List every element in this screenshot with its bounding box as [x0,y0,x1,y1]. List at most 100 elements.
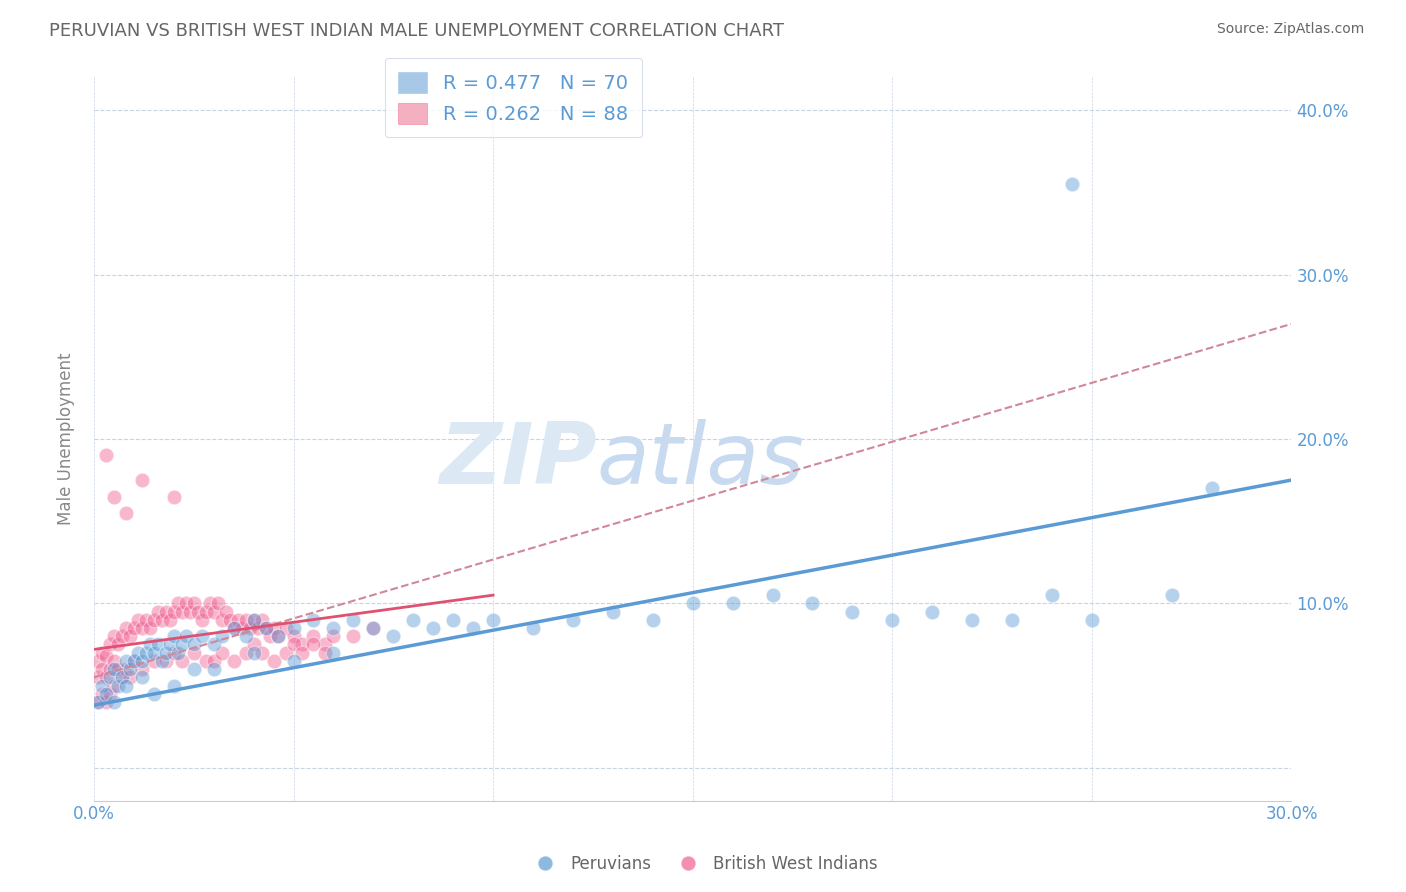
Point [170,654,193,668]
Point [131,621,153,635]
Point [127,613,149,627]
Point [250,646,273,660]
Point [211,629,233,643]
Point [322,629,344,643]
Point [761,588,783,602]
Point [183,637,205,651]
Point [142,646,165,660]
Point [163,629,186,643]
Point [131,473,153,487]
Point [226,613,249,627]
Point [135,646,157,660]
Point [115,654,138,668]
Point [131,670,153,684]
Point [139,637,162,651]
Point [441,613,464,627]
Point [187,605,209,619]
Point [290,637,312,651]
Point [202,605,225,619]
Point [322,646,344,660]
Point [170,637,193,651]
Point [235,629,257,643]
Point [721,596,744,610]
Point [90,679,112,693]
Point [111,670,134,684]
Point [115,662,138,676]
Point [166,646,188,660]
Point [960,613,983,627]
Point [222,621,245,635]
Point [342,613,364,627]
Point [107,637,129,651]
Point [561,613,583,627]
Point [1081,613,1104,627]
Point [163,490,186,504]
Point [202,637,225,651]
Point [1201,481,1223,495]
Point [115,506,138,520]
Point [146,605,169,619]
Point [103,654,125,668]
Point [314,637,336,651]
Point [90,687,112,701]
Point [94,648,117,663]
Point [159,613,181,627]
Point [246,621,269,635]
Point [1060,177,1083,191]
Legend: Peruvians, British West Indians: Peruvians, British West Indians [522,848,884,880]
Point [166,596,188,610]
Point [342,629,364,643]
Point [283,621,305,635]
Point [263,621,285,635]
Point [1001,613,1024,627]
Point [1040,588,1063,602]
Legend: R = 0.477   N = 70, R = 0.262   N = 88: R = 0.477 N = 70, R = 0.262 N = 88 [384,58,641,137]
Point [363,621,385,635]
Point [254,621,277,635]
Point [131,662,153,676]
Point [107,662,129,676]
Point [242,637,264,651]
Point [87,670,110,684]
Point [163,679,186,693]
Point [87,695,110,709]
Point [363,621,385,635]
Point [90,646,112,660]
Point [218,613,240,627]
Point [207,596,229,610]
Point [190,629,212,643]
Point [283,654,305,668]
Point [211,613,233,627]
Point [522,621,544,635]
Point [98,662,121,676]
Point [235,646,257,660]
Point [139,621,162,635]
Point [170,605,193,619]
Point [159,637,181,651]
Point [107,679,129,693]
Point [98,637,121,651]
Point [87,654,110,668]
Point [202,654,225,668]
Point [242,613,264,627]
Point [146,637,169,651]
Point [242,613,264,627]
Point [266,629,288,643]
Point [1160,588,1182,602]
Point [231,621,253,635]
Point [183,596,205,610]
Point [841,605,863,619]
Point [194,605,217,619]
Point [183,662,205,676]
Point [179,605,201,619]
Point [122,654,145,668]
Point [115,621,138,635]
Point [382,629,405,643]
Point [94,670,117,684]
Point [422,621,444,635]
Point [98,687,121,701]
Point [115,679,138,693]
Point [882,613,904,627]
Point [103,695,125,709]
Point [222,621,245,635]
